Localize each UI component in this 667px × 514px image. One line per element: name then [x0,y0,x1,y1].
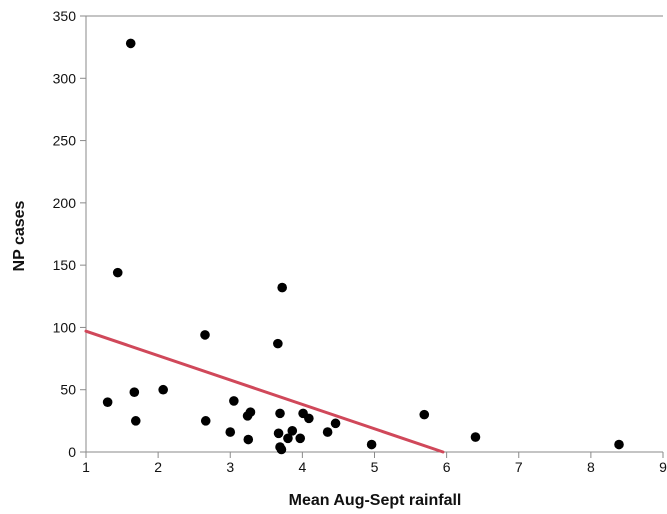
trend-line [84,329,445,454]
x-tick-label: 7 [515,459,523,475]
x-tick-label: 3 [226,459,234,475]
data-point [287,426,298,436]
x-tick-label: 9 [659,459,667,475]
data-point [366,439,377,450]
data-point [112,267,123,278]
data-point [277,282,287,293]
trend-line-layer [84,329,445,454]
data-point [158,384,168,395]
data-point [470,432,481,442]
data-point [200,330,210,340]
data-point [330,418,341,429]
y-tick-label: 350 [53,8,77,24]
data-point [130,416,141,426]
data-point [295,433,306,444]
x-axis-title: Mean Aug-Sept rainfall [289,492,462,509]
y-axis-title: NP cases [11,200,28,271]
data-point [243,434,254,445]
data-point [229,396,239,406]
x-tick-label: 2 [154,459,162,475]
data-point [273,428,284,439]
y-tick-label: 150 [53,257,77,273]
y-tick-label: 250 [53,133,77,149]
data-point [102,397,113,407]
y-tick-label: 300 [53,70,77,86]
x-tick-label: 4 [298,459,306,475]
axes-layer: 1 2 3 4 5 6 7 8 9 0 50 100 150 200 250 300 350 [53,8,667,475]
x-tick-label: 8 [587,459,595,475]
y-tick-label: 0 [68,444,76,460]
x-tick-label: 5 [371,459,379,475]
y-tick-label: 200 [53,195,77,211]
data-point [322,427,333,437]
data-points-layer [102,38,624,455]
data-point [304,413,314,424]
labels-layer: Mean Aug-Sept rainfall NP cases [11,200,461,509]
data-point [129,387,140,398]
data-point [614,439,624,450]
data-point [200,416,211,426]
x-tick-label: 6 [443,459,451,475]
x-tick-label: 1 [82,459,90,475]
y-tick-label: 100 [53,319,77,335]
data-point [125,38,136,49]
data-point [276,444,287,455]
data-point [275,408,285,419]
data-point [283,433,293,444]
data-point [242,411,253,421]
data-point [419,409,430,420]
y-tick-label: 50 [60,382,76,398]
data-point [273,338,283,349]
data-point [225,427,236,437]
